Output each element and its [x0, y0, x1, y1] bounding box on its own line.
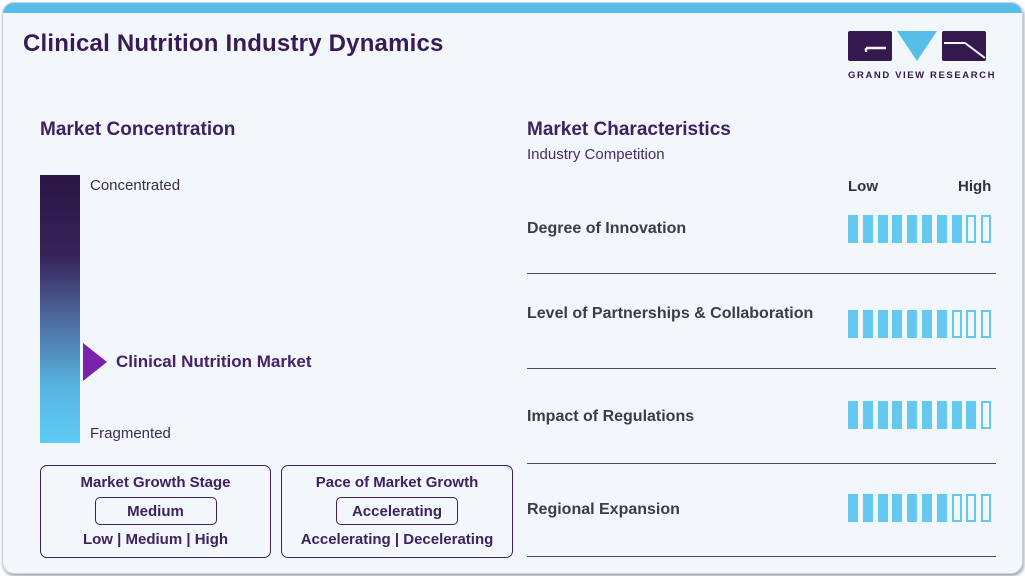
rating-bar-empty: [966, 215, 977, 243]
concentrated-label: Concentrated: [90, 177, 181, 194]
rating-bar-filled: [848, 215, 858, 243]
growth-pace-options: Accelerating | Decelerating: [300, 531, 494, 548]
market-position-arrow-icon: [83, 343, 107, 381]
growth-stage-title: Market Growth Stage: [80, 474, 231, 491]
scale-high-label: High: [958, 178, 992, 195]
rating-bar-filled: [848, 494, 858, 522]
rating-bar-empty: [951, 494, 962, 522]
rating-bars-innovation: [848, 215, 992, 243]
concentration-gradient-bar: [40, 175, 80, 443]
rating-bar-empty: [981, 310, 992, 338]
row-divider: [527, 273, 996, 274]
market-concentration-heading: Market Concentration: [40, 119, 236, 140]
grand-view-research-logo: GRAND VIEW RESEARCH: [848, 31, 997, 81]
row-divider: [527, 556, 996, 557]
rating-bar-filled: [848, 401, 858, 429]
rating-bar-filled: [892, 215, 903, 243]
rating-bar-filled: [936, 215, 947, 243]
rating-bar-filled: [951, 401, 962, 429]
rating-bar-empty: [981, 401, 992, 429]
rating-bar-filled: [862, 494, 873, 522]
rating-bar-filled: [877, 310, 888, 338]
rating-bars-partnerships: [848, 310, 992, 338]
rating-bar-filled: [877, 494, 888, 522]
rating-bar-filled: [892, 401, 903, 429]
rating-bar-filled: [907, 494, 918, 522]
rating-bar-empty: [951, 310, 962, 338]
rating-bar-empty: [966, 494, 977, 522]
rating-bar-filled: [862, 401, 873, 429]
pace-of-growth-box: Pace of Market Growth Accelerating Accel…: [281, 465, 513, 558]
rating-bar-empty: [966, 310, 977, 338]
row-label-partnerships: Level of Partnerships & Collaboration: [527, 305, 814, 322]
growth-stage-value: Medium: [94, 497, 217, 525]
market-growth-stage-box: Market Growth Stage Medium Low | Medium …: [40, 465, 271, 558]
rating-bar-filled: [907, 310, 918, 338]
industry-competition-subheading: Industry Competition: [527, 146, 665, 163]
rating-bar-filled: [907, 401, 918, 429]
row-divider: [527, 463, 996, 464]
rating-bar-filled: [848, 310, 858, 338]
rating-bar-empty: [981, 494, 992, 522]
scale-low-label: Low: [848, 178, 878, 195]
rating-bar-filled: [862, 310, 873, 338]
rating-bar-filled: [921, 310, 932, 338]
fragmented-label: Fragmented: [90, 425, 171, 442]
rating-bar-empty: [981, 215, 992, 243]
rating-bar-filled: [877, 215, 888, 243]
rating-bars-regional-expansion: [848, 494, 992, 522]
row-label-regional-expansion: Regional Expansion: [527, 501, 680, 518]
rating-bar-filled: [877, 401, 888, 429]
rating-bar-filled: [936, 401, 947, 429]
rating-bar-filled: [921, 215, 932, 243]
market-position-label: Clinical Nutrition Market: [116, 352, 312, 371]
rating-bar-filled: [951, 215, 962, 243]
growth-pace-title: Pace of Market Growth: [315, 474, 479, 491]
rating-bar-filled: [921, 494, 932, 522]
rating-bar-filled: [907, 215, 918, 243]
rating-bar-filled: [966, 401, 977, 429]
rating-bars-regulations: [848, 401, 992, 429]
rating-bar-filled: [892, 310, 903, 338]
accent-top-bar: [3, 3, 1022, 13]
row-label-regulations: Impact of Regulations: [527, 408, 695, 425]
gvr-logo-icon: [848, 31, 986, 61]
row-divider: [527, 368, 996, 369]
rating-bar-filled: [936, 310, 947, 338]
rating-bar-filled: [862, 215, 873, 243]
market-characteristics-heading: Market Characteristics: [527, 119, 731, 140]
rating-bar-filled: [892, 494, 903, 522]
row-label-innovation: Degree of Innovation: [527, 220, 687, 237]
page-title: Clinical Nutrition Industry Dynamics: [23, 30, 444, 57]
rating-bar-filled: [921, 401, 932, 429]
logo-wordmark: GRAND VIEW RESEARCH: [848, 70, 997, 81]
growth-pace-value: Accelerating: [336, 497, 458, 525]
rating-bar-filled: [936, 494, 947, 522]
growth-stage-options: Low | Medium | High: [82, 531, 229, 548]
